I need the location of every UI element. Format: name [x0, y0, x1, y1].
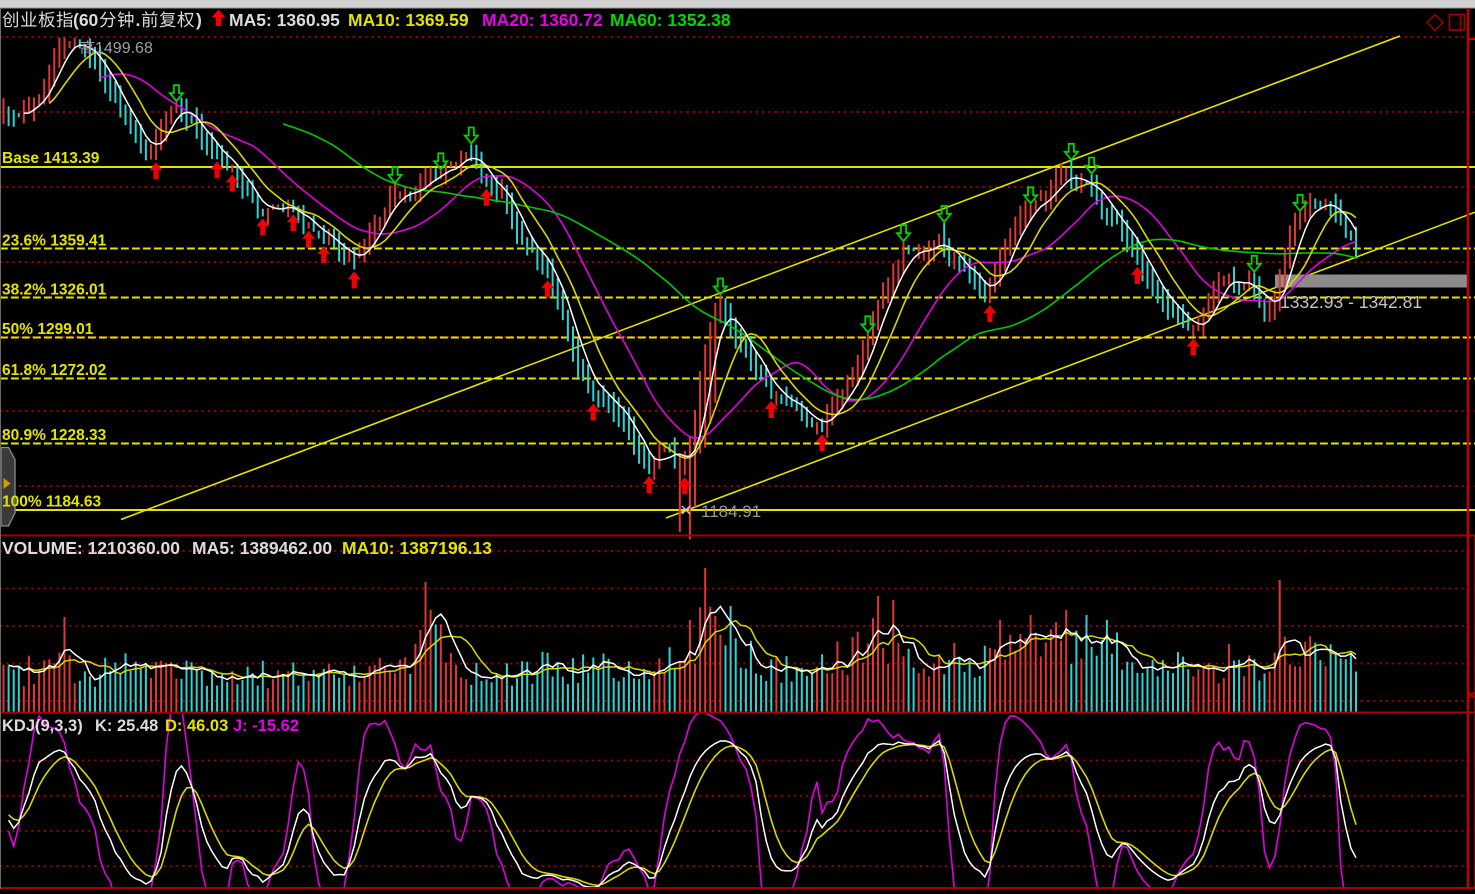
svg-text:KDJ(9,3,3): KDJ(9,3,3): [2, 717, 83, 735]
svg-text:MA10: 1369.59: MA10: 1369.59: [348, 10, 469, 30]
svg-text:.: .: [136, 10, 141, 30]
svg-text:(60: (60: [73, 10, 99, 30]
svg-text:): ): [196, 10, 202, 30]
svg-text:J: -15.62: J: -15.62: [233, 717, 299, 735]
svg-text:VOLUME: 1210360.00: VOLUME: 1210360.00: [2, 538, 180, 558]
svg-text:MA60: 1352.38: MA60: 1352.38: [610, 10, 731, 30]
svg-text:MA5: 1389462.00: MA5: 1389462.00: [192, 538, 332, 558]
svg-text:61.8% 1272.02: 61.8% 1272.02: [2, 362, 106, 379]
svg-text:MA5: 1360.95: MA5: 1360.95: [229, 10, 340, 30]
svg-text:80.9% 1228.33: 80.9% 1228.33: [2, 427, 107, 444]
svg-text:23.6% 1359.41: 23.6% 1359.41: [2, 233, 107, 250]
svg-text:MA20: 1360.72: MA20: 1360.72: [482, 10, 603, 30]
svg-text:1332.93 - 1342.81: 1332.93 - 1342.81: [1280, 292, 1422, 312]
svg-text:Base 1413.39: Base 1413.39: [2, 150, 100, 167]
svg-text:1184.91: 1184.91: [701, 502, 761, 521]
svg-text:K: 25.48: K: 25.48: [95, 717, 158, 735]
svg-text:MA10: 1387196.13: MA10: 1387196.13: [342, 538, 492, 558]
svg-text:38.2% 1326.01: 38.2% 1326.01: [2, 282, 107, 299]
svg-text:1499.68: 1499.68: [95, 40, 153, 57]
svg-text:100% 1184.63: 100% 1184.63: [2, 494, 102, 511]
svg-text:50% 1299.01: 50% 1299.01: [2, 321, 94, 338]
svg-text:D: 46.03: D: 46.03: [165, 717, 228, 735]
